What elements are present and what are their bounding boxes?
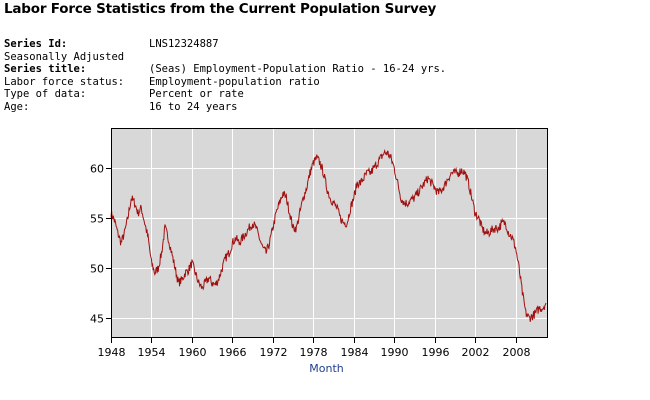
grid-lines (111, 128, 548, 338)
adjustment-value: Seasonally Adjusted (4, 50, 125, 63)
axes: 1948 1954 1960 1966 1972 1978 1984 1990 1996 2002… (90, 163, 531, 360)
series-id-value: LNS12324887 (149, 38, 219, 50)
x-tick-label: 1948 (98, 346, 126, 359)
type-of-data-value: Percent or rate (149, 88, 244, 101)
type-of-data-label: Type of data: (4, 88, 87, 101)
x-tick-label: 1960 (179, 346, 207, 359)
age-value: 16 to 24 years (149, 100, 238, 113)
y-tick-label: 55 (90, 213, 104, 226)
plot-border (111, 128, 548, 338)
x-tick-label: 1990 (381, 346, 409, 359)
labor-force-status-label: Labor force status: (4, 75, 125, 88)
x-tick-label: 1978 (300, 346, 328, 359)
series-line (110, 148, 547, 322)
page-title: Labor Force Statistics from the Current … (4, 1, 437, 17)
y-tick-label: 45 (90, 313, 104, 326)
series-id-label: Series Id: (4, 38, 68, 50)
series-title-label: Series title: (4, 63, 87, 76)
x-tick-label: 1984 (341, 346, 369, 359)
x-tick-label: 1954 (138, 346, 166, 359)
x-tick-label: 1996 (422, 346, 450, 359)
x-tick-label: 2002 (462, 346, 490, 359)
x-axis-title: Month (309, 362, 344, 375)
x-tick-label: 1966 (219, 346, 247, 359)
x-tick-label: 1972 (260, 346, 288, 359)
age-label: Age: (4, 100, 30, 113)
y-tick-label: 50 (90, 263, 104, 276)
y-tick-label: 60 (90, 163, 104, 176)
series-title-value: (Seas) Employment-Population Ratio - 16-… (149, 63, 447, 76)
plot-area (111, 128, 548, 338)
labor-force-status-value: Employment-population ratio (149, 75, 320, 88)
x-tick-label: 2008 (503, 346, 531, 359)
